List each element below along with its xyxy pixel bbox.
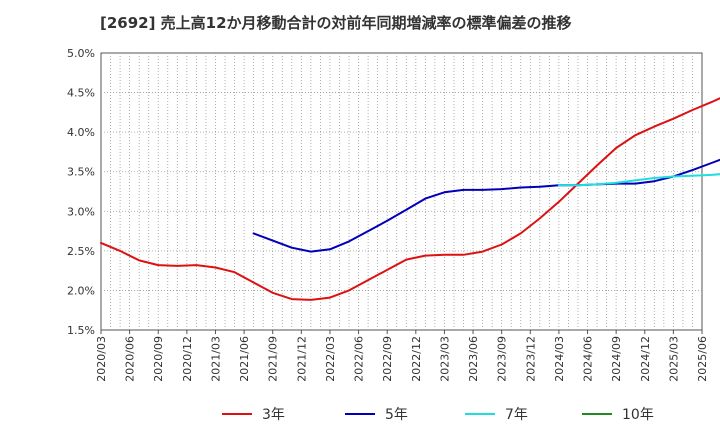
x-tick-label: 2021/12 xyxy=(295,336,308,382)
x-tick-label: 2022/12 xyxy=(410,336,423,382)
x-tick-label: 2020/06 xyxy=(124,336,137,382)
x-tick-label: 2021/03 xyxy=(209,336,222,382)
chart-title: [2692] 売上高12か月移動合計の対前年同期増減率の標準偏差の推移 xyxy=(100,14,572,32)
legend-label: 7年 xyxy=(505,407,528,423)
x-tick-label: 2025/06 xyxy=(696,336,709,382)
series-line-1 xyxy=(100,97,720,301)
y-tick-label: 4.0% xyxy=(67,126,95,139)
x-tick-label: 2024/03 xyxy=(553,336,566,382)
series-line-3 xyxy=(557,173,720,187)
x-tick-label: 2020/09 xyxy=(152,336,165,382)
legend-label: 5年 xyxy=(385,407,408,423)
x-tick-label: 2025/03 xyxy=(667,336,680,382)
y-tick-label: 5.0% xyxy=(67,47,95,60)
x-tick-label: 2023/12 xyxy=(524,336,537,382)
legend-label: 10年 xyxy=(622,407,654,423)
y-tick-label: 1.5% xyxy=(67,324,95,337)
x-tick-label: 2023/03 xyxy=(438,336,451,382)
y-tick-label: 2.5% xyxy=(67,245,95,258)
x-tick-label: 2021/09 xyxy=(267,336,280,382)
x-tick-label: 2023/09 xyxy=(496,336,509,382)
x-tick-label: 2020/12 xyxy=(181,336,194,382)
y-tick-label: 3.5% xyxy=(67,166,95,179)
x-tick-label: 2024/06 xyxy=(582,336,595,382)
x-tick-label: 2021/06 xyxy=(238,336,251,382)
x-tick-label: 2024/09 xyxy=(610,336,623,382)
plot-area xyxy=(100,52,703,331)
x-tick-label: 2024/12 xyxy=(639,336,652,382)
x-tick-label: 2022/03 xyxy=(324,336,337,382)
y-tick-label: 2.0% xyxy=(67,284,95,297)
series-line-2 xyxy=(252,158,720,253)
legend-label: 3年 xyxy=(262,407,285,423)
x-tick-label: 2022/09 xyxy=(381,336,394,382)
y-tick-label: 3.0% xyxy=(67,205,95,218)
y-tick-label: 4.5% xyxy=(67,87,95,100)
x-tick-label: 2023/06 xyxy=(467,336,480,382)
x-tick-label: 2022/06 xyxy=(353,336,366,382)
x-tick-label: 2020/03 xyxy=(95,336,108,382)
